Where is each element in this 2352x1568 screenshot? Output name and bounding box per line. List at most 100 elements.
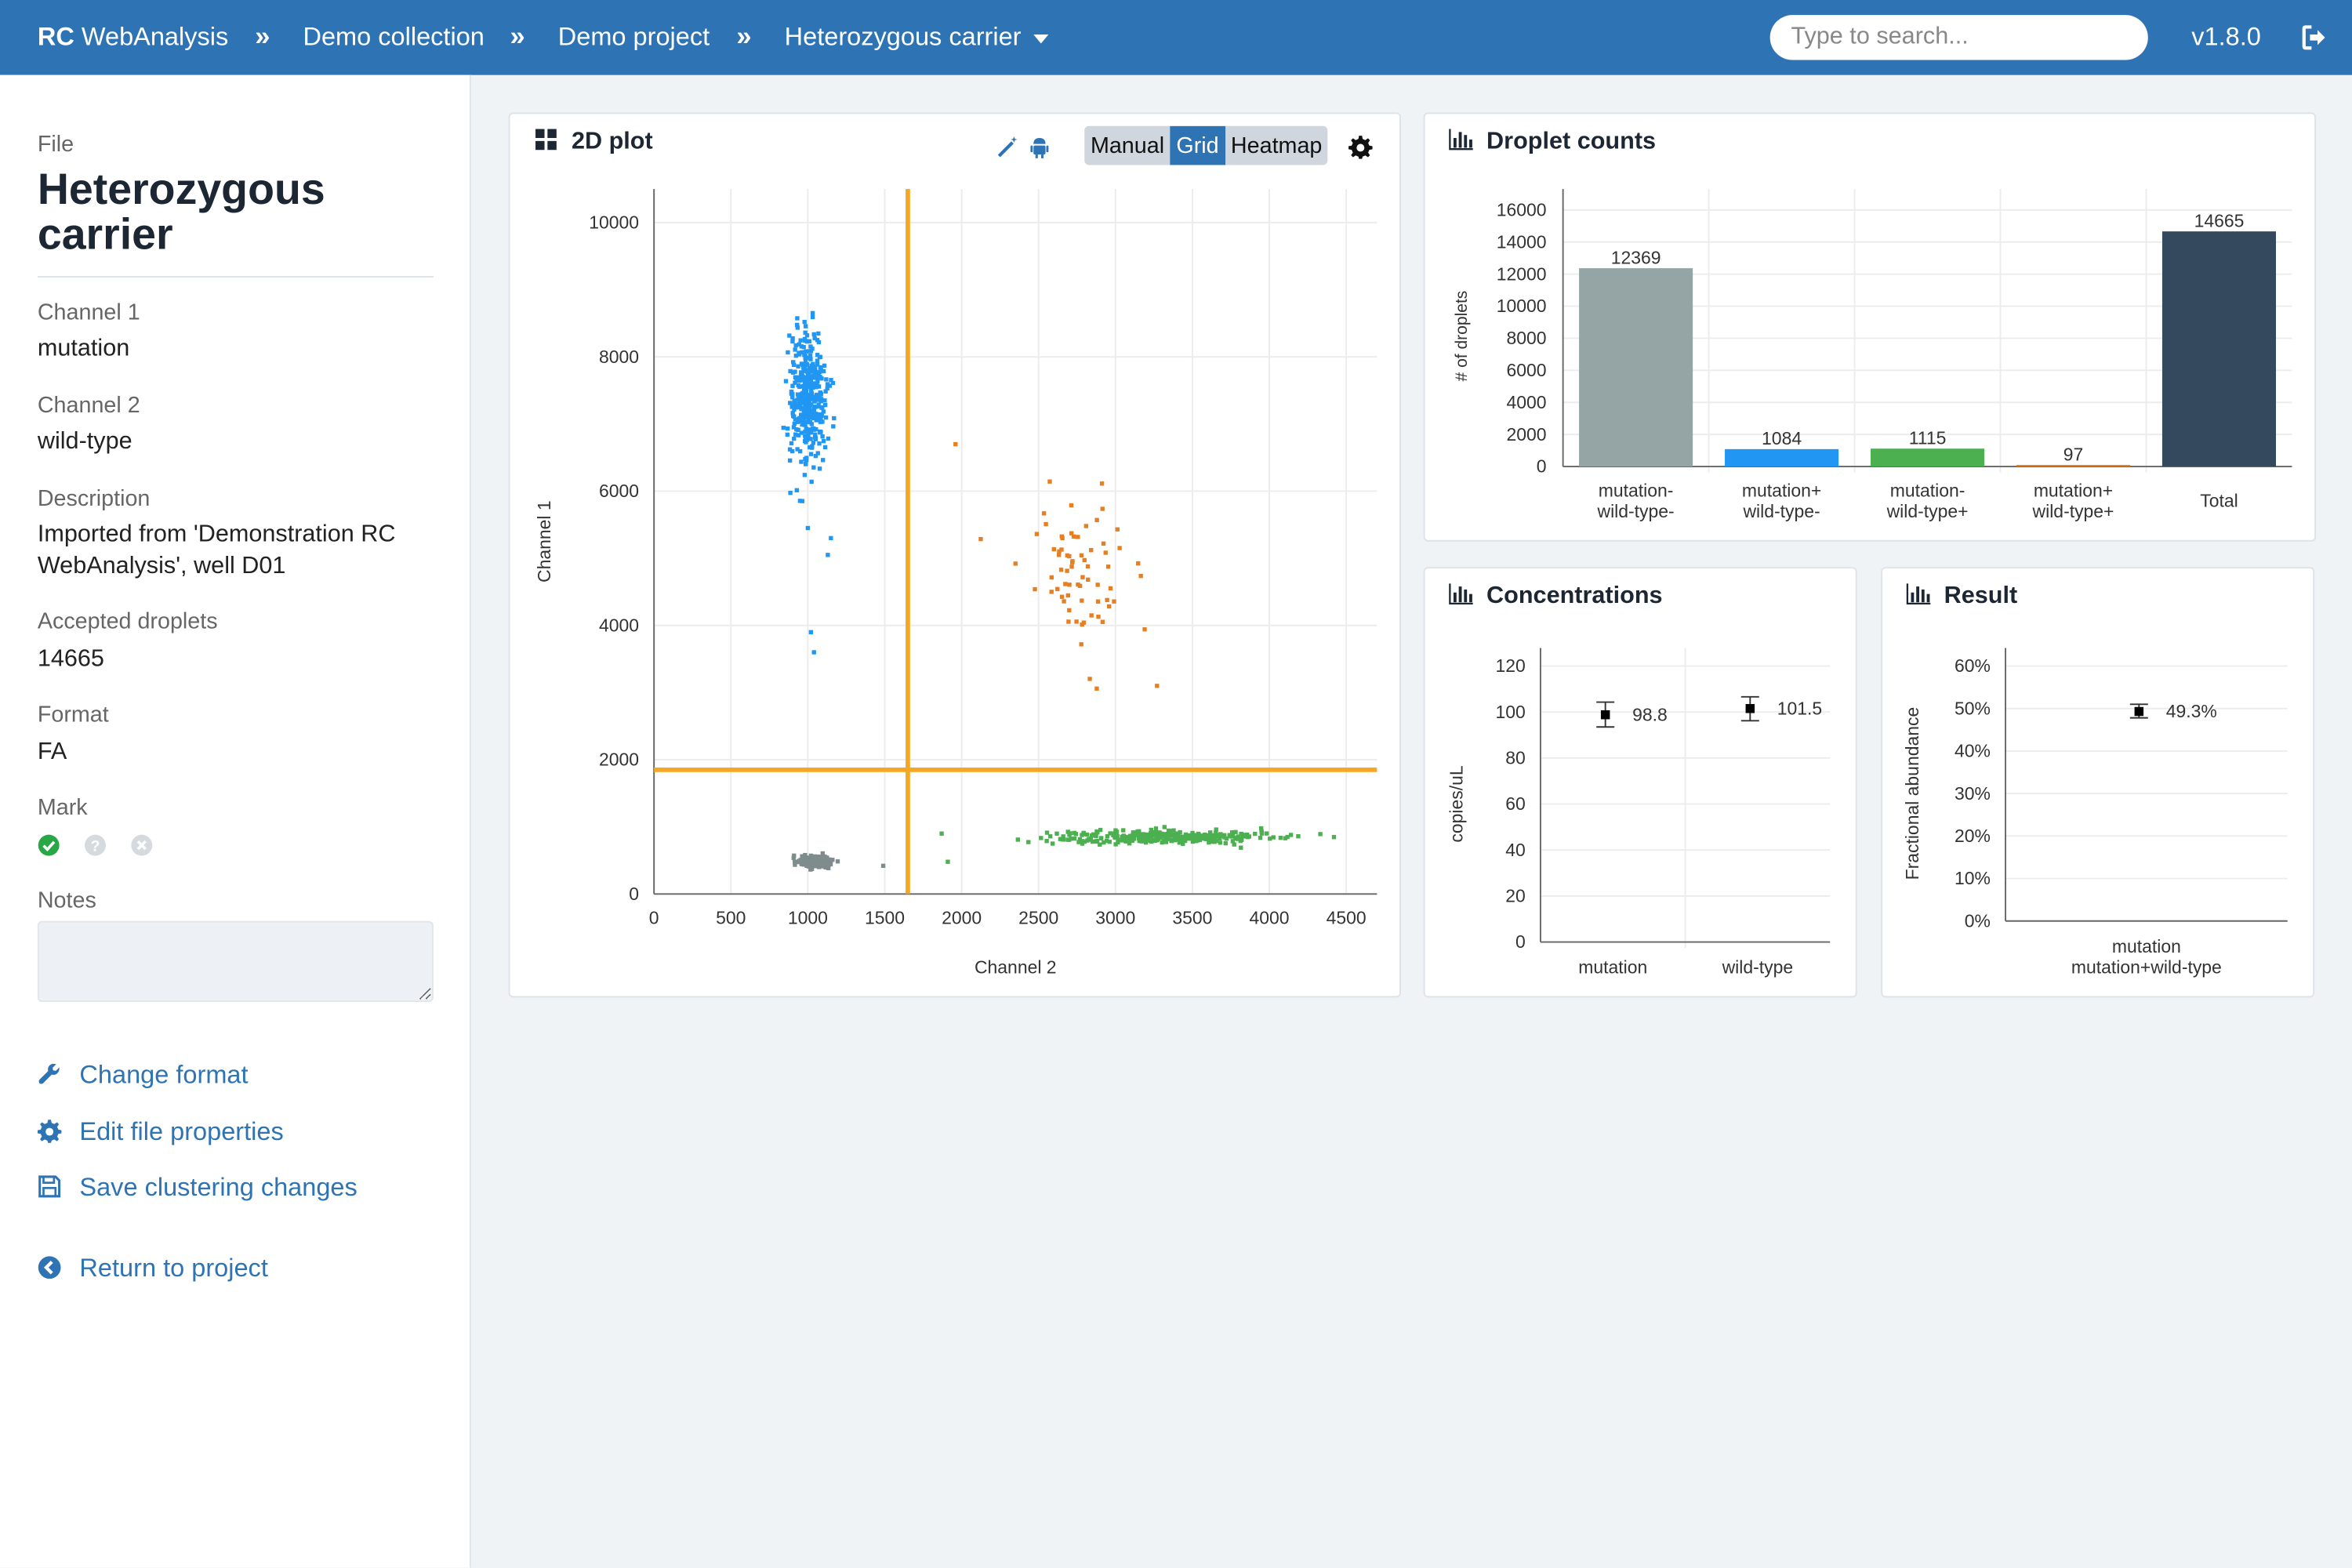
droplet-point xyxy=(1134,833,1139,837)
droplet-point xyxy=(1083,524,1088,528)
mode-grid-button[interactable]: Grid xyxy=(1170,125,1225,165)
droplet-point xyxy=(799,361,804,366)
droplet-point xyxy=(1095,583,1100,587)
droplet-point xyxy=(1153,829,1158,834)
change-format-link[interactable]: Change format xyxy=(38,1061,249,1091)
droplet-point xyxy=(1034,532,1040,536)
droplet-point xyxy=(1200,833,1206,839)
brand-link[interactable]: RC WebAnalysis xyxy=(37,22,229,52)
droplet-point xyxy=(1054,831,1059,836)
value-label: 98.8 xyxy=(1632,704,1668,724)
droplet-point xyxy=(1065,837,1070,842)
droplet-point xyxy=(1106,604,1112,609)
droplet-point xyxy=(1013,561,1018,566)
droplet-point xyxy=(1090,839,1095,844)
droplet-point xyxy=(813,435,818,440)
droplet-point xyxy=(1061,834,1065,839)
droplet-point xyxy=(1069,564,1074,569)
return-to-project-link[interactable]: Return to project xyxy=(38,1254,268,1283)
droplet-point xyxy=(1072,836,1077,841)
droplet-point xyxy=(1088,836,1094,841)
droplet-point xyxy=(1142,834,1146,839)
bar-value-label: 14665 xyxy=(2194,210,2245,230)
droplet-point xyxy=(1087,837,1091,842)
x-tick-label: 0 xyxy=(649,908,659,928)
notes-textarea[interactable] xyxy=(37,920,434,1003)
droplet-point xyxy=(1211,833,1216,838)
droplet-point xyxy=(788,401,793,405)
magic-wand-icon[interactable] xyxy=(996,135,1020,159)
droplet-point xyxy=(1115,527,1120,532)
mode-manual-button[interactable]: Manual xyxy=(1084,125,1171,165)
caret-down-icon xyxy=(1033,34,1048,43)
droplet-point xyxy=(1108,831,1112,836)
droplet-point xyxy=(818,392,823,397)
droplet-point xyxy=(789,448,795,454)
save-clustering-link[interactable]: Save clustering changes xyxy=(38,1173,358,1203)
droplet-point xyxy=(807,339,811,343)
breadcrumb-collection[interactable]: Demo collection xyxy=(303,22,485,52)
droplet-point xyxy=(804,461,808,466)
droplet-point xyxy=(1232,842,1236,847)
droplet-point xyxy=(1131,830,1136,835)
droplet-point xyxy=(1206,834,1210,839)
droplet-point xyxy=(1067,583,1072,587)
droplet-point xyxy=(1123,835,1128,840)
result-chart: 0% 10% 20% 30% 40% 50% 60% Fractional abundance… xyxy=(1902,648,2288,978)
droplet-point xyxy=(953,441,958,447)
droplet-point xyxy=(1033,586,1037,592)
droplet-point xyxy=(1076,535,1080,539)
droplet-point xyxy=(800,371,804,376)
x-tick-label: 4500 xyxy=(1327,908,1367,928)
droplet-point xyxy=(1103,550,1108,555)
droplet-point xyxy=(1190,830,1195,836)
droplet-point xyxy=(1195,836,1200,841)
droplet-point xyxy=(1061,837,1066,842)
droplet-point xyxy=(1058,837,1063,841)
droplet-point xyxy=(808,397,814,401)
droplet-point xyxy=(793,375,798,379)
scatter-plot[interactable]: 0 500 1000 1500 2000 2500 3000 3500 4000 4500 0 200… xyxy=(510,114,1403,999)
mark-accept-icon[interactable] xyxy=(38,834,60,857)
droplet-point xyxy=(1060,535,1065,541)
droplet-point xyxy=(808,859,813,864)
count-bar xyxy=(1725,448,1839,467)
droplet-point xyxy=(1108,586,1113,591)
breadcrumb-separator-icon: » xyxy=(736,20,752,52)
droplet-point xyxy=(789,390,794,394)
mode-heatmap-button[interactable]: Heatmap xyxy=(1225,125,1329,165)
droplet-point xyxy=(1098,836,1104,840)
droplet-point xyxy=(793,343,798,348)
droplet-point xyxy=(1182,838,1188,844)
droplet-point xyxy=(821,458,826,463)
droplet-point xyxy=(1127,841,1132,846)
droplet-point xyxy=(1105,564,1111,569)
settings-gear-icon[interactable] xyxy=(1348,135,1373,159)
breadcrumb-file-dropdown[interactable]: Heterozygous carrier xyxy=(785,23,1048,53)
breadcrumb-project[interactable]: Demo project xyxy=(557,22,710,52)
mark-reject-icon[interactable] xyxy=(130,834,153,857)
droplet-point xyxy=(1084,832,1090,837)
droplet-point xyxy=(1243,834,1247,839)
edit-file-properties-link[interactable]: Edit file properties xyxy=(37,1117,284,1147)
logout-icon[interactable] xyxy=(2301,24,2328,51)
droplet-point xyxy=(788,368,793,374)
droplet-point xyxy=(812,336,817,341)
droplet-point xyxy=(797,375,802,380)
droplet-point xyxy=(811,332,816,337)
droplet-point xyxy=(801,363,807,368)
robot-icon[interactable] xyxy=(1028,135,1052,159)
droplet-point xyxy=(1148,836,1152,840)
droplet-point xyxy=(880,863,886,869)
y-tick-label: 0 xyxy=(1515,931,1526,952)
droplet-point xyxy=(1099,481,1105,486)
droplet-point xyxy=(790,413,796,419)
droplet-point xyxy=(798,412,804,417)
droplet-point xyxy=(804,440,808,445)
droplet-point xyxy=(823,865,828,870)
droplet-point xyxy=(804,333,810,338)
droplet-point xyxy=(819,413,824,419)
droplet-point xyxy=(1169,838,1174,844)
mark-unsure-icon[interactable]: ? xyxy=(84,834,107,857)
search-input[interactable] xyxy=(1769,15,2148,60)
